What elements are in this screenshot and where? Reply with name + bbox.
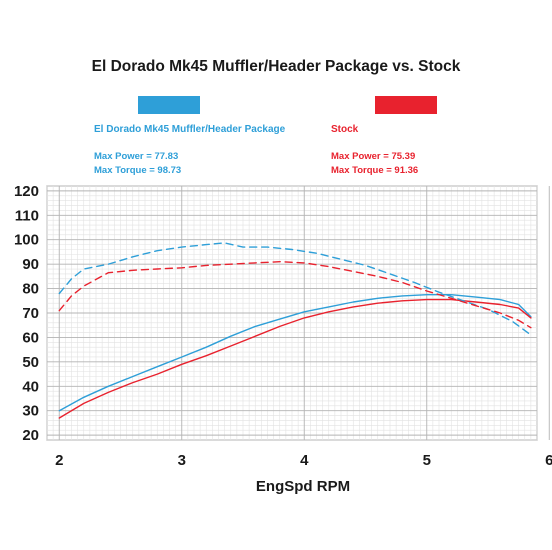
x-tick-label: 3 [178, 452, 186, 469]
y-tick-label: 30 [22, 403, 39, 420]
legend-swatch-stock [375, 96, 437, 114]
eldorado-torque-line [58, 242, 532, 336]
y-tick-label: 60 [22, 329, 39, 346]
y-tick-label: 90 [22, 256, 39, 273]
stock-max-torque: Max Torque = 91.36 [331, 165, 419, 176]
stock-torque-line [58, 261, 532, 329]
y-tick-label: 120 [14, 183, 39, 200]
x-tick-label: 4 [300, 452, 309, 469]
y-tick-label: 50 [22, 354, 39, 371]
eldorado-power-line [58, 294, 532, 412]
x-tick-label: 6 [545, 452, 552, 469]
x-tick-label: 2 [55, 452, 63, 469]
x-tick-label: 5 [423, 452, 431, 469]
eldorado-max-power: Max Power = 77.83 [94, 151, 179, 162]
legend-label-eldorado: El Dorado Mk45 Muffler/Header Package [94, 124, 286, 135]
x-axis-label: EngSpd RPM [256, 478, 350, 495]
stock-max-power: Max Power = 75.39 [331, 151, 416, 162]
stock-power-line [58, 298, 532, 419]
y-tick-label: 80 [22, 281, 39, 298]
y-tick-label: 110 [15, 207, 39, 224]
y-tick-label: 40 [22, 378, 39, 395]
chart-title: El Dorado Mk45 Muffler/Header Package vs… [91, 58, 461, 75]
eldorado-max-torque: Max Torque = 98.73 [94, 165, 182, 176]
y-tick-label: 70 [22, 305, 39, 322]
y-tick-label: 20 [22, 427, 39, 444]
legend-swatch-eldorado [138, 96, 200, 114]
y-tick-label: 100 [14, 232, 39, 249]
legend-label-stock: Stock [331, 124, 359, 135]
